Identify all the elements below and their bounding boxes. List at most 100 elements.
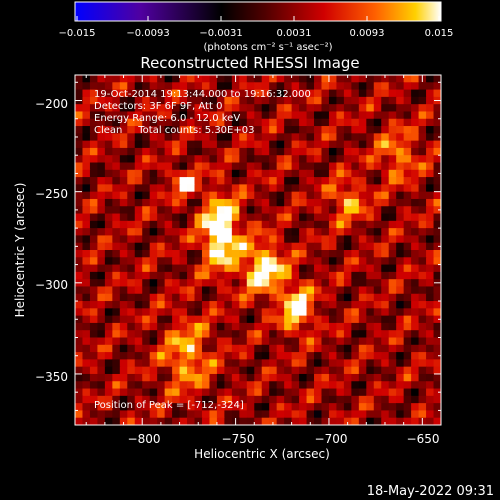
heatmap-cell xyxy=(216,410,225,419)
heatmap-cell xyxy=(216,177,225,185)
heatmap-cell xyxy=(224,293,233,302)
heatmap-cell xyxy=(366,264,375,273)
heatmap-cell xyxy=(261,330,270,339)
heatmap-cell xyxy=(164,330,173,339)
heatmap-cell xyxy=(82,118,91,127)
heatmap-cell xyxy=(201,264,211,273)
heatmap-cell xyxy=(209,228,218,237)
heatmap-cell xyxy=(194,155,203,164)
heatmap-cell xyxy=(418,330,427,339)
heatmap-cell xyxy=(172,235,181,244)
heatmap-cell xyxy=(306,147,315,156)
heatmap-cell xyxy=(336,337,345,346)
heatmap-cell xyxy=(426,198,435,207)
heatmap-cell xyxy=(194,213,203,222)
heatmap-cell xyxy=(239,308,248,317)
heatmap-cell xyxy=(336,417,345,425)
heatmap-cell xyxy=(82,286,91,295)
heatmap-cell xyxy=(388,330,397,339)
heatmap-cell xyxy=(321,220,330,229)
heatmap-cell xyxy=(82,198,91,207)
heatmap-cell xyxy=(291,373,300,382)
heatmap-cell xyxy=(306,359,315,368)
heatmap-cell xyxy=(187,242,196,251)
heatmap-cell xyxy=(127,373,136,382)
heatmap-cell xyxy=(366,184,375,193)
heatmap-cell xyxy=(396,403,405,412)
heatmap-cell xyxy=(276,395,285,404)
heatmap-cell xyxy=(89,330,99,339)
heatmap-cell xyxy=(418,206,427,215)
heatmap-cell xyxy=(328,403,338,412)
heatmap-cell xyxy=(246,366,255,375)
heatmap-cell xyxy=(396,133,405,142)
heatmap-cell xyxy=(172,140,181,149)
heatmap-cell xyxy=(194,184,203,193)
heatmap-cell xyxy=(187,177,196,185)
heatmap-cell xyxy=(269,104,278,113)
heatmap-cell xyxy=(433,228,441,237)
heatmap-cell xyxy=(396,352,405,360)
colorbar-tick-label: 0.015 xyxy=(425,28,454,39)
heatmap-cell xyxy=(127,417,136,425)
heatmap-cell xyxy=(201,417,211,425)
heatmap-cell xyxy=(172,220,181,229)
heatmap-cell xyxy=(269,271,278,280)
heatmap-cell xyxy=(284,111,293,120)
heatmap-cell xyxy=(403,155,412,164)
heatmap-cell xyxy=(299,301,308,309)
heatmap-cell xyxy=(82,250,91,258)
heatmap-cell xyxy=(343,286,352,295)
heatmap-cell xyxy=(366,322,375,331)
heatmap-cell xyxy=(142,322,151,331)
heatmap-cell xyxy=(351,177,360,185)
heatmap-cell xyxy=(373,191,382,200)
heatmap-cell xyxy=(201,228,211,237)
heatmap-cell xyxy=(396,286,405,295)
heatmap-cell xyxy=(119,82,128,91)
heatmap-cell xyxy=(411,169,420,178)
heatmap-cell xyxy=(75,337,84,346)
heatmap-cell xyxy=(216,140,225,149)
heatmap-cell xyxy=(246,337,255,346)
heatmap-cell xyxy=(299,359,308,368)
heatmap-cell xyxy=(261,315,270,324)
heatmap-cell xyxy=(142,82,151,91)
heatmap-cell xyxy=(127,257,136,266)
heatmap-cell xyxy=(157,162,166,171)
heatmap-cell xyxy=(426,213,435,222)
heatmap-cell xyxy=(97,403,106,412)
heatmap-cell xyxy=(351,126,360,134)
heatmap-cell xyxy=(254,213,263,222)
heatmap-cell xyxy=(269,213,278,222)
heatmap-cell xyxy=(321,373,330,382)
heatmap-cell xyxy=(373,293,382,302)
heatmap-cell xyxy=(216,388,225,397)
heatmap-cell xyxy=(314,417,323,425)
heatmap-cell xyxy=(403,75,412,83)
heatmap-cell xyxy=(426,206,435,215)
heatmap-cell xyxy=(299,337,308,346)
heatmap-cell xyxy=(97,293,106,302)
heatmap-cell xyxy=(239,373,248,382)
heatmap-cell xyxy=(426,228,435,237)
heatmap-cell xyxy=(381,264,390,273)
heatmap-cell xyxy=(246,359,255,368)
heatmap-cell xyxy=(239,89,248,98)
heatmap-cell xyxy=(179,126,188,134)
heatmap-cell xyxy=(433,330,441,339)
heatmap-cell xyxy=(82,242,91,251)
heatmap-cell xyxy=(396,118,405,127)
heatmap-cell xyxy=(306,235,315,244)
heatmap-cell xyxy=(388,250,397,258)
heatmap-cell xyxy=(187,206,196,215)
heatmap-cell xyxy=(254,381,263,390)
heatmap-cell xyxy=(239,155,248,164)
heatmap-cell xyxy=(239,286,248,295)
heatmap-cell xyxy=(321,271,330,280)
heatmap-cell xyxy=(119,89,128,98)
heatmap-cell xyxy=(75,206,84,215)
heatmap-cell xyxy=(134,118,143,127)
heatmap-cell xyxy=(276,403,285,412)
heatmap-cell xyxy=(194,220,203,229)
